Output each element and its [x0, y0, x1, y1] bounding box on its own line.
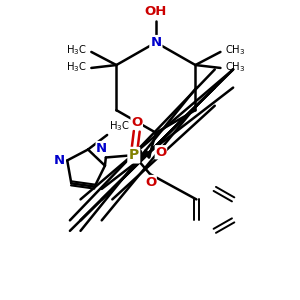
Text: P: P [129, 148, 139, 162]
Text: H$_3$C: H$_3$C [66, 61, 87, 74]
Text: CH$_3$: CH$_3$ [225, 61, 245, 74]
Text: O: O [131, 116, 142, 129]
Text: OH: OH [145, 5, 167, 18]
Text: N: N [96, 142, 107, 154]
Text: O: O [155, 146, 167, 159]
Text: N: N [150, 36, 161, 49]
Text: ~: ~ [142, 146, 152, 159]
Text: H$_3$C: H$_3$C [66, 44, 87, 57]
Text: CH$_3$: CH$_3$ [225, 44, 245, 57]
Text: O: O [145, 176, 156, 188]
Text: N: N [54, 154, 65, 167]
Text: H$_3$C: H$_3$C [109, 119, 129, 133]
